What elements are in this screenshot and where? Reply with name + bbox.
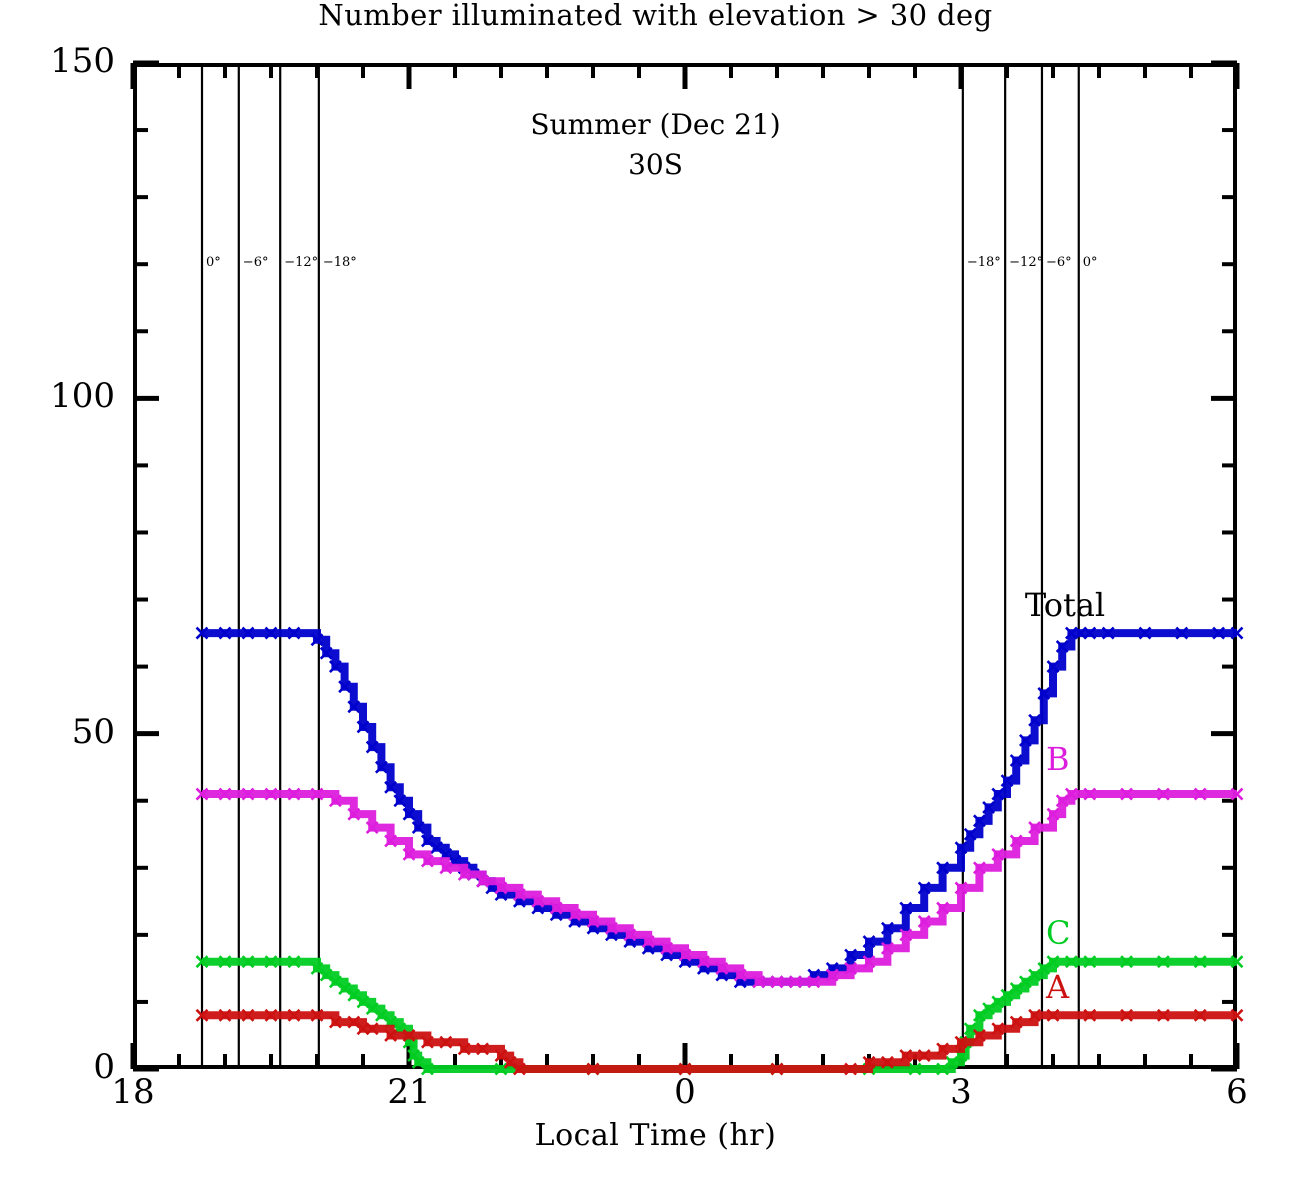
twilight-label-3: −18° (322, 255, 357, 270)
twilight-label-7: 0° (1082, 255, 1098, 270)
series-label-total: Total (1024, 585, 1106, 624)
x-tick-label-6: 6 (1226, 1072, 1248, 1112)
twilight-label-2: −12° (284, 255, 319, 270)
y-tick-label-50: 50 (71, 711, 115, 752)
x-tick-label-21: 21 (387, 1072, 431, 1112)
y-tick-label-0: 0 (93, 1047, 115, 1087)
series-label-b: B (1046, 739, 1070, 778)
x-tick-label-0: 0 (674, 1072, 696, 1112)
series-label-c: C (1046, 914, 1071, 953)
twilight-label-4: −18° (966, 255, 1001, 270)
twilight-lines (200, 65, 1080, 1067)
page-title: Number illuminated with elevation > 30 d… (318, 0, 993, 32)
twilight-label-5: −12° (1009, 255, 1044, 270)
y-tick-label-150: 150 (50, 41, 115, 81)
subtitle-latitude: 30S (628, 148, 683, 181)
x-axis-title: Local Time (hr) (534, 1118, 777, 1153)
data-curves (195, 626, 1244, 1076)
x-tick-label-18: 18 (111, 1072, 155, 1112)
y-tick-label-100: 100 (50, 376, 115, 417)
series-label-a: A (1046, 967, 1070, 1006)
twilight-label-1: −6° (242, 255, 269, 270)
axis-ticks (130, 60, 1240, 1072)
x-tick-label-3: 3 (950, 1072, 972, 1112)
subtitle-season: Summer (Dec 21) (530, 108, 781, 141)
twilight-label-6: −6° (1045, 255, 1072, 270)
twilight-label-0: 0° (206, 255, 221, 270)
